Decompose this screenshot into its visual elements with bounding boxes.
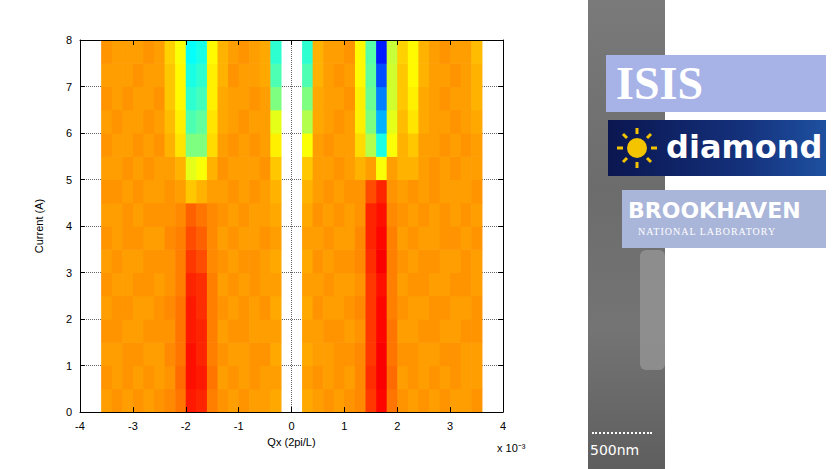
html-text:BROOKHAVEN: BROOKHAVEN <box>628 198 801 223</box>
svg-text:2: 2 <box>394 420 400 432</box>
html-text:ISIS: ISIS <box>616 58 703 109</box>
svg-text:8: 8 <box>66 34 72 46</box>
svg-text:6: 6 <box>66 127 72 139</box>
svg-text:Qx (2pi/L): Qx (2pi/L) <box>267 436 315 448</box>
html-text:diamond: diamond <box>666 128 823 166</box>
svg-text:5: 5 <box>66 174 72 186</box>
svg-text:1: 1 <box>341 420 347 432</box>
svg-text:4: 4 <box>500 420 506 432</box>
html-text:500nm: 500nm <box>590 442 640 458</box>
svg-text:1: 1 <box>66 360 72 372</box>
html-text:NATIONAL LABORATORY: NATIONAL LABORATORY <box>638 226 777 237</box>
svg-text:2: 2 <box>66 313 72 325</box>
svg-text:Current (A): Current (A) <box>33 199 45 253</box>
svg-text:-1: -1 <box>234 420 244 432</box>
svg-text:x 10⁻³: x 10⁻³ <box>497 442 526 454</box>
svg-text:4: 4 <box>66 220 72 232</box>
svg-text:-2: -2 <box>181 420 191 432</box>
svg-text:-4: -4 <box>75 420 85 432</box>
svg-text:0: 0 <box>288 420 294 432</box>
svg-text:7: 7 <box>66 81 72 93</box>
svg-text:3: 3 <box>447 420 453 432</box>
svg-text:0: 0 <box>66 406 72 418</box>
svg-text:3: 3 <box>66 267 72 279</box>
svg-text:-3: -3 <box>128 420 138 432</box>
